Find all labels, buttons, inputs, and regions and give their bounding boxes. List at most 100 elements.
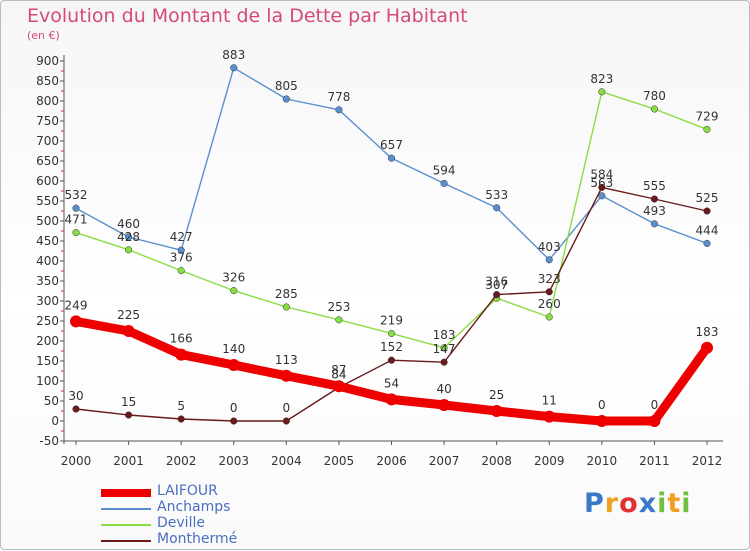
x-tick-label: 2010 — [587, 454, 618, 468]
data-point-laifour — [175, 348, 188, 361]
data-label-montherme: 555 — [643, 179, 666, 193]
data-label-anchamps: 444 — [696, 223, 719, 237]
y-tick-label: 450 — [36, 234, 59, 248]
data-label-laifour: 140 — [222, 342, 245, 356]
data-point-laifour — [701, 341, 713, 354]
logo-letter: t — [667, 488, 682, 519]
data-label-laifour: 0 — [651, 398, 659, 412]
data-label-anchamps: 533 — [485, 188, 508, 202]
data-point-anchamps — [335, 106, 343, 114]
x-tick-label: 2007 — [429, 454, 460, 468]
y-tick-label: 0 — [51, 414, 59, 428]
legend-swatch — [101, 524, 151, 526]
proxiti-logo: Proxiti — [584, 488, 692, 519]
legend-label: Anchamps — [157, 499, 231, 515]
x-tick-label: 2012 — [692, 454, 723, 468]
data-label-laifour: 225 — [117, 308, 140, 322]
legend-label: Monthermé — [157, 531, 238, 547]
legend-swatch — [101, 540, 151, 542]
data-point-montherme — [387, 356, 396, 364]
data-point-montherme — [650, 195, 658, 203]
y-tick-label: 800 — [36, 94, 59, 108]
data-point-deville — [545, 313, 553, 321]
data-point-montherme — [230, 417, 238, 425]
data-label-deville: 780 — [643, 89, 666, 103]
chart-unit-label: (en €) — [27, 29, 60, 42]
data-point-montherme — [440, 358, 448, 366]
data-point-laifour — [227, 359, 240, 371]
data-label-deville: 428 — [117, 230, 140, 244]
y-tick-label: 150 — [36, 354, 59, 368]
data-label-deville: 183 — [433, 328, 456, 342]
x-tick-label: 2008 — [481, 454, 512, 468]
data-point-montherme — [703, 207, 711, 215]
data-label-deville: 376 — [170, 251, 193, 265]
data-label-montherme: 525 — [696, 191, 719, 205]
logo-letter: i — [681, 488, 692, 519]
data-label-anchamps: 778 — [327, 90, 350, 104]
data-label-anchamps: 594 — [433, 163, 456, 177]
data-point-laifour — [490, 405, 503, 417]
data-label-anchamps: 460 — [117, 217, 140, 231]
data-point-deville — [125, 246, 133, 254]
logo-letter: r — [604, 488, 620, 519]
data-label-laifour: 25 — [489, 388, 504, 402]
data-label-deville: 253 — [327, 300, 350, 314]
data-point-deville — [440, 344, 448, 352]
data-point-anchamps — [177, 246, 185, 254]
data-label-laifour: 0 — [598, 398, 606, 412]
data-label-deville: 471 — [65, 213, 88, 227]
data-point-montherme — [493, 291, 501, 299]
data-label-anchamps: 493 — [643, 204, 666, 218]
data-point-anchamps — [598, 192, 606, 200]
data-label-anchamps: 427 — [170, 230, 193, 244]
y-tick-label: 750 — [36, 114, 59, 128]
x-tick-label: 2011 — [639, 454, 670, 468]
data-point-deville — [282, 303, 290, 311]
y-tick-label: 50 — [44, 394, 59, 408]
data-label-montherme: 316 — [485, 275, 508, 289]
data-point-laifour — [70, 315, 82, 328]
data-label-anchamps: 532 — [65, 188, 88, 202]
data-point-montherme — [177, 415, 185, 423]
data-point-deville — [703, 125, 711, 133]
data-label-laifour: 166 — [170, 332, 193, 346]
data-point-laifour — [595, 415, 608, 427]
data-point-laifour — [332, 380, 345, 393]
data-label-deville: 219 — [380, 313, 403, 327]
data-point-anchamps — [72, 204, 80, 212]
y-tick-label: 100 — [36, 374, 59, 388]
data-point-anchamps — [650, 220, 658, 228]
legend-swatch — [101, 489, 151, 497]
data-point-deville — [387, 329, 396, 337]
data-label-montherme: 147 — [433, 342, 456, 356]
data-label-laifour: 54 — [384, 376, 399, 390]
y-tick-label: 650 — [36, 154, 59, 168]
data-label-deville: 729 — [696, 109, 719, 123]
data-point-laifour — [280, 369, 293, 382]
x-tick-label: 2005 — [324, 454, 355, 468]
y-tick-label: 300 — [36, 294, 59, 308]
data-point-deville — [177, 267, 185, 275]
logo-letter: x — [638, 488, 658, 519]
data-label-laifour: 113 — [275, 353, 298, 367]
legend-swatch — [101, 508, 151, 510]
legend-label: LAIFOUR — [157, 483, 218, 499]
data-point-anchamps — [545, 256, 553, 264]
logo-letter: P — [584, 488, 605, 519]
x-tick-label: 2002 — [166, 454, 197, 468]
data-label-montherme: 84 — [331, 367, 346, 381]
y-tick-label: 500 — [36, 214, 59, 228]
data-label-montherme: 15 — [121, 395, 136, 409]
data-point-deville — [650, 105, 658, 113]
x-tick-label: 2001 — [113, 454, 144, 468]
data-label-anchamps: 883 — [222, 48, 245, 62]
data-label-montherme: 323 — [538, 272, 561, 286]
data-label-anchamps: 657 — [380, 138, 403, 152]
x-tick-label: 2009 — [534, 454, 565, 468]
y-tick-label: 900 — [36, 54, 59, 68]
data-label-deville: 823 — [590, 72, 613, 86]
legend-label: Deville — [157, 515, 205, 531]
